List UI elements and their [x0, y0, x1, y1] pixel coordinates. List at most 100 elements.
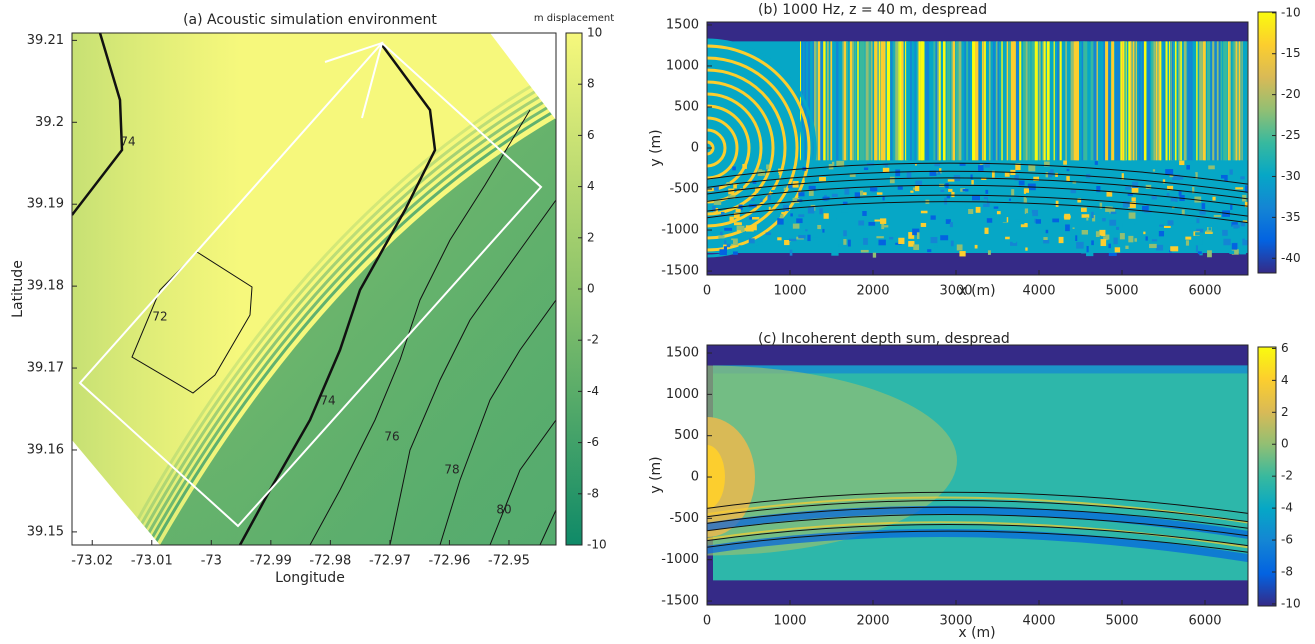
- speckle: [1204, 231, 1213, 234]
- speckle: [798, 235, 806, 239]
- speckle: [1239, 251, 1246, 255]
- speckle: [889, 236, 894, 240]
- stripe: [1192, 41, 1196, 161]
- speckle: [831, 249, 839, 256]
- speckle: [1011, 189, 1015, 196]
- x-axis-label: x (m): [958, 283, 995, 299]
- wave-front: [122, 80, 539, 545]
- stripe: [892, 41, 894, 161]
- stripe: [1117, 41, 1121, 161]
- colorbar-tick-label: -15: [1281, 46, 1301, 60]
- ring: [707, 104, 751, 192]
- stripe: [823, 41, 826, 161]
- speckle: [1099, 202, 1103, 209]
- speckle: [1105, 234, 1110, 240]
- y-tick-label: 39.21: [27, 33, 64, 48]
- speckle: [975, 206, 981, 213]
- x-tick-label: -72.98: [309, 554, 351, 569]
- y-axis-label: Latitude: [10, 260, 26, 318]
- speckle: [1229, 169, 1233, 175]
- stripe: [842, 41, 845, 161]
- ring: [707, 44, 811, 252]
- stripe: [1228, 41, 1231, 161]
- speckle: [1156, 215, 1163, 220]
- bathymetry-line: [707, 491, 1248, 514]
- stripe: [1025, 41, 1028, 161]
- speckle: [755, 187, 759, 193]
- y-tick-label: 39.18: [27, 279, 64, 294]
- stripe: [953, 41, 956, 161]
- stripe: [956, 41, 959, 161]
- speckle: [1108, 253, 1117, 256]
- x-tick-label: 0: [703, 614, 711, 629]
- speckle: [1149, 243, 1157, 249]
- speckle: [1119, 222, 1123, 228]
- speckle: [970, 174, 973, 180]
- colorbar-tick-label: -4: [1281, 501, 1293, 515]
- colorbar-tick-label: 8: [587, 77, 595, 91]
- speckle: [1091, 211, 1094, 219]
- colorbar-tick-label: -8: [1281, 564, 1293, 578]
- stripe: [1212, 41, 1215, 161]
- speckle: [1086, 250, 1094, 257]
- speckle: [842, 201, 848, 204]
- speckle: [854, 192, 860, 199]
- speckle: [1163, 225, 1171, 228]
- stripe: [1130, 41, 1132, 161]
- stripe: [988, 41, 991, 161]
- speckle: [1119, 170, 1127, 174]
- stripe: [1151, 41, 1155, 161]
- speckle: [1012, 240, 1017, 244]
- speckle: [948, 188, 953, 192]
- stripe: [807, 41, 811, 161]
- stripe: [1204, 41, 1206, 161]
- speckle: [996, 211, 1001, 215]
- speckle: [1232, 224, 1240, 229]
- speckle: [1024, 208, 1029, 214]
- speckle: [1132, 181, 1139, 188]
- speckle: [934, 163, 941, 167]
- stripe: [1135, 41, 1137, 161]
- speckle: [751, 198, 755, 201]
- stripe: [1234, 41, 1237, 161]
- speckle: [1114, 247, 1121, 253]
- stripe: [1141, 41, 1145, 161]
- speckle: [1055, 200, 1059, 207]
- stripe: [883, 41, 886, 161]
- wave-front: [134, 92, 545, 545]
- speckle: [1151, 195, 1157, 200]
- speckle: [1099, 229, 1106, 237]
- speckle: [1245, 185, 1248, 192]
- stripe: [935, 41, 938, 161]
- stripe: [857, 41, 859, 161]
- speckle: [1023, 188, 1029, 194]
- chart-title: (b) 1000 Hz, z = 40 m, despread: [758, 2, 987, 18]
- y-tick-label: -1500: [661, 594, 699, 609]
- contour-line: [439, 299, 556, 545]
- speckle: [1081, 247, 1088, 254]
- stripe: [868, 41, 871, 161]
- speckle: [784, 239, 792, 246]
- speckle: [1226, 226, 1234, 231]
- stripe: [964, 41, 966, 161]
- speckle: [883, 203, 890, 207]
- stripe: [843, 41, 848, 161]
- contour-line: [131, 251, 253, 394]
- speckle: [880, 218, 887, 224]
- speckle: [783, 187, 787, 191]
- speckle: [824, 219, 832, 222]
- stripe: [895, 41, 899, 161]
- speckle: [1207, 250, 1212, 258]
- colorbar-tick-label: -25: [1281, 128, 1301, 142]
- stripe: [1138, 41, 1141, 161]
- speckle: [732, 166, 736, 171]
- x-tick-label: 5000: [1105, 614, 1138, 629]
- speckle: [1252, 218, 1258, 221]
- speckle: [999, 247, 1008, 251]
- speckle: [1195, 232, 1201, 236]
- y-tick-label: 39.19: [27, 197, 64, 212]
- field: [707, 345, 1248, 605]
- speckle: [913, 244, 920, 250]
- speckle: [726, 182, 730, 186]
